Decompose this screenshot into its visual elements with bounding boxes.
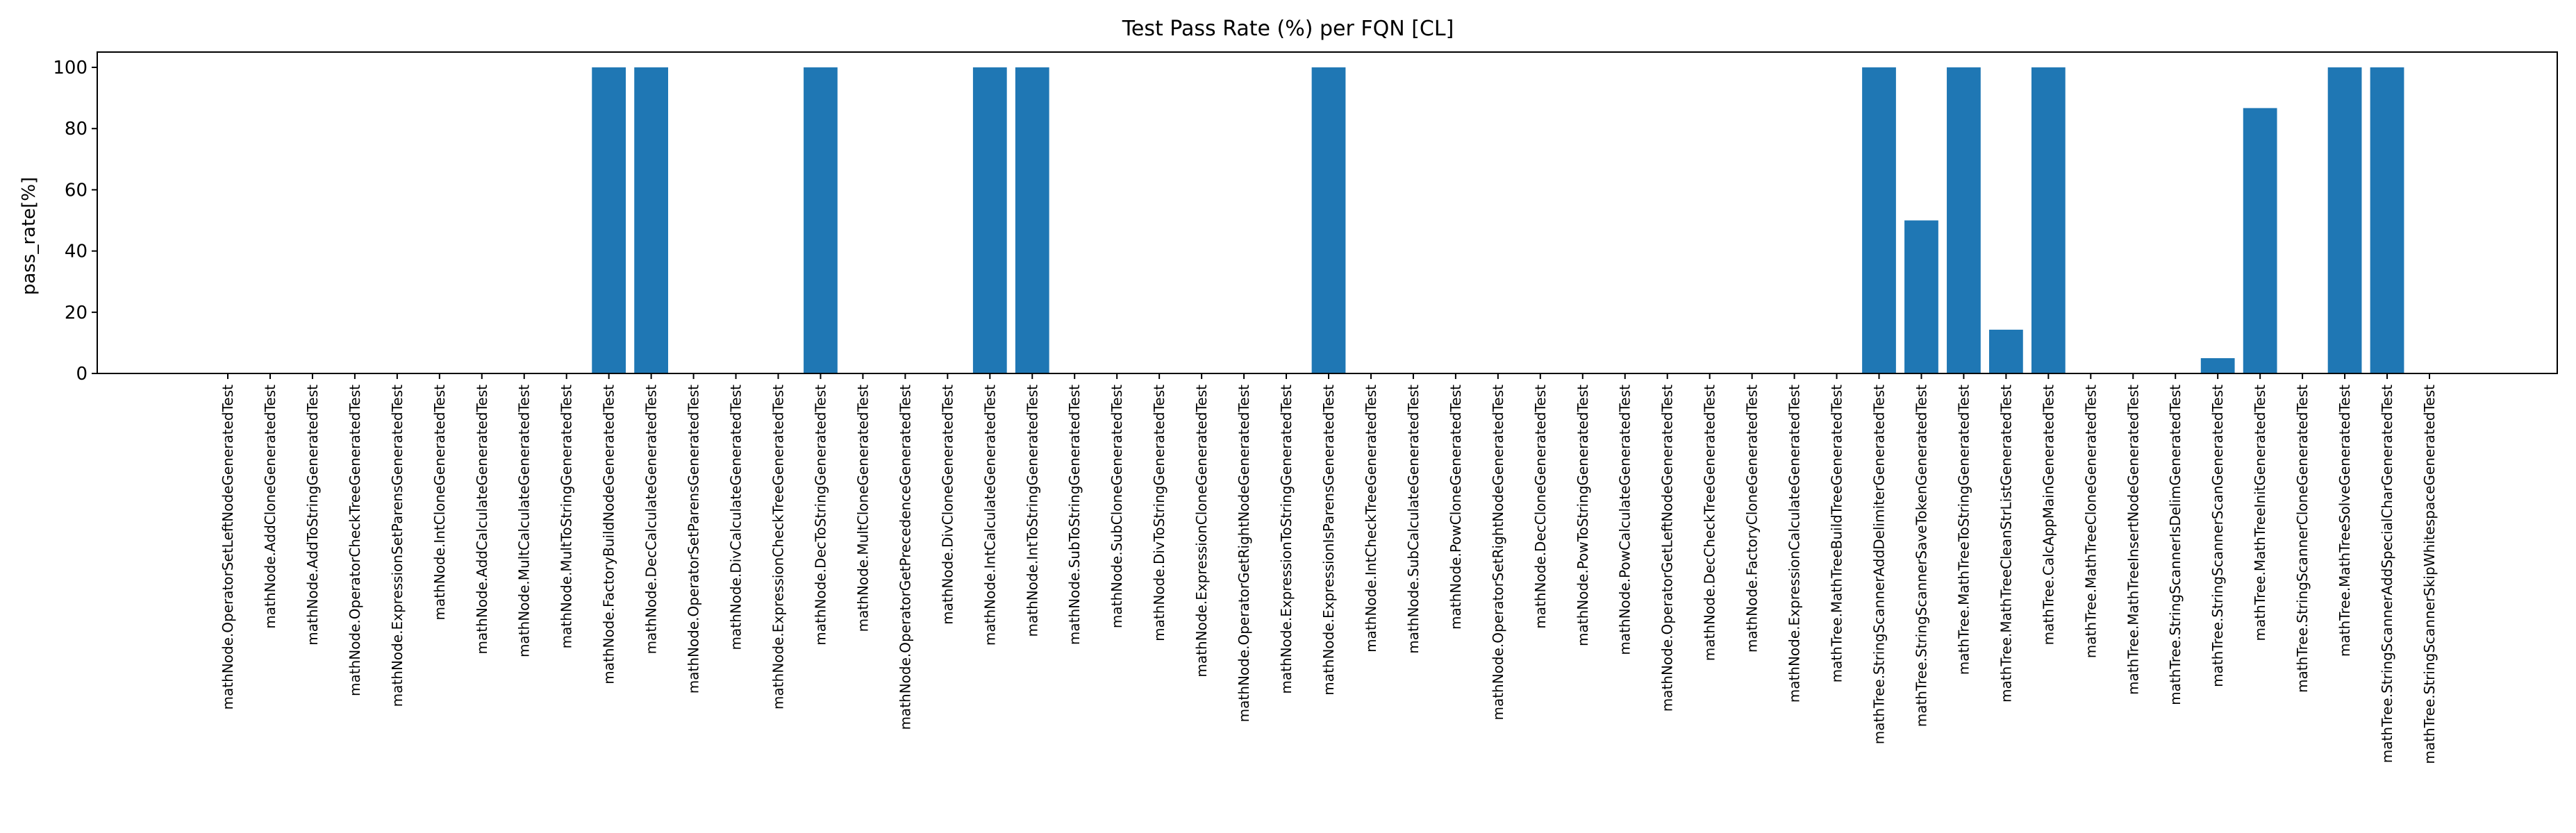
x-tick-label: mathNode.MultCalculateGeneratedTest [516,385,533,657]
bar [634,67,668,374]
bar [2031,67,2066,374]
x-tick-label: mathTree.StringScannerAddSpecialCharGene… [2379,385,2395,763]
bar [1989,329,2023,373]
y-ticks-group: 0 20 40 60 80 100 [53,58,97,385]
bar [972,67,1007,374]
x-tick-label: mathNode.OperatorSetRightNodeGeneratedTe… [1490,385,1506,721]
x-tick-label: mathNode.IntCloneGeneratedTest [431,385,448,621]
x-tick-label: mathNode.ExpressionCheckTreeGeneratedTes… [770,385,787,709]
x-tick-label: mathNode.SubCalculateGeneratedTest [1405,385,1422,654]
x-tick-label: mathTree.MathTreeCleanStrListGeneratedTe… [1997,385,2014,702]
x-tick-label: mathTree.MathTreeToStringGeneratedTest [1955,385,1972,675]
bar [1862,67,1896,374]
bars-group [592,67,2404,374]
bar [1015,67,1049,374]
x-tick-label: mathTree.MathTreeCloneGeneratedTest [2082,385,2099,658]
x-tick-label: mathNode.ExpressionToStringGeneratedTest [1278,385,1295,694]
bar [804,67,838,374]
x-tick-label: mathTree.StringScannerSaveTokenGenerated… [1913,385,1929,727]
x-tick-label: mathNode.IntCheckTreeGeneratedTest [1363,385,1379,653]
x-tick-label: mathNode.OperatorGetRightNodeGeneratedTe… [1236,385,1252,722]
x-tick-label: mathTree.StringScannerCloneGeneratedTest [2294,385,2311,693]
chart-title: Test Pass Rate (%) per FQN [CL] [1122,17,1454,41]
x-tick-label: mathTree.StringScannerAddDelimiterGenera… [1871,385,1888,744]
x-tick-label: mathNode.DivToStringGeneratedTest [1151,385,1167,641]
x-tick-label: mathNode.PowCloneGeneratedTest [1447,385,1464,630]
x-tick-label: mathNode.OperatorGetLeftNodeGeneratedTes… [1659,385,1676,712]
x-tick-label: mathNode.SubToStringGeneratedTest [1066,385,1083,645]
y-tick-label: 80 [65,119,88,140]
bar [1311,67,1346,374]
x-tick-label: mathNode.SubCloneGeneratedTest [1108,385,1125,628]
x-tick-label: mathNode.OperatorSetLeftNodeGeneratedTes… [219,385,236,710]
bar [2370,67,2404,374]
x-tick-label: mathNode.AddToStringGeneratedTest [304,385,321,646]
x-tick-label: mathNode.OperatorCheckTreeGeneratedTest [347,385,363,696]
x-tick-label: mathNode.ExpressionIsParensGeneratedTest [1320,385,1337,696]
bar [1904,220,1938,373]
bar [2200,357,2235,373]
y-tick-label: 40 [65,242,88,262]
x-tick-label: mathTree.MathTreeSolveGeneratedTest [2336,385,2353,657]
x-tick-label: mathTree.StringScannerSkipWhitespaceGene… [2421,385,2438,764]
y-axis-label-group: pass_rate[%] [19,177,40,295]
plot-frame [97,51,2558,374]
x-tick-label: mathNode.ExpressionCloneGeneratedTest [1193,385,1210,678]
bar [592,67,626,374]
x-tick-label: mathNode.OperatorSetParensGeneratedTest [685,385,702,693]
x-tick-label: mathNode.MultCloneGeneratedTest [854,385,871,632]
x-tick-label: mathNode.DecCloneGeneratedTest [1532,385,1549,629]
x-tick-label: mathTree.CalcAppMainGeneratedTest [2040,385,2056,646]
y-tick-label: 100 [53,58,88,78]
bar [2327,67,2362,374]
x-tick-label: mathNode.DecCalculateGeneratedTest [643,385,660,655]
x-tick-label: mathNode.DecToStringGeneratedTest [812,385,829,646]
x-tick-label: mathTree.MathTreeBuildTreeGeneratedTest [1829,385,1845,683]
x-tick-label: mathNode.AddCloneGeneratedTest [262,385,279,629]
x-tick-label: mathNode.IntToStringGeneratedTest [1024,385,1040,637]
x-tick-label: mathNode.DivCloneGeneratedTest [939,385,956,625]
x-tick-label: mathTree.StringScannerIsDelimGeneratedTe… [2167,385,2184,705]
y-axis-label: pass_rate[%] [19,177,40,295]
x-tick-label: mathTree.MathTreeInitGeneratedTest [2252,385,2268,641]
x-tick-label: mathNode.FactoryCloneGeneratedTest [1744,385,1761,653]
bar [1947,67,1981,374]
x-tick-label: mathNode.AddCalculateGeneratedTest [474,385,490,655]
x-tick-label: mathNode.ExpressionCalculateGeneratedTes… [1786,385,1803,702]
x-tick-label: mathNode.IntCalculateGeneratedTest [981,385,998,646]
x-tick-label: mathNode.PowCalculateGeneratedTest [1617,385,1634,655]
y-tick-label: 0 [76,364,88,385]
x-tick-label: mathNode.OperatorGetPrecedenceGeneratedT… [897,385,913,730]
x-tick-label: mathNode.DecCheckTreeGeneratedTest [1702,385,1718,661]
x-tick-label: mathNode.MultToStringGeneratedTest [558,385,575,649]
x-tick-label: mathTree.MathTreeInsertNodeGeneratedTest [2125,385,2141,695]
bar [2243,108,2277,373]
y-tick-label: 20 [65,303,88,323]
x-tick-label: mathTree.StringScannerScanGeneratedTest [2209,385,2226,687]
y-tick-label: 60 [65,180,88,201]
x-tick-label: mathNode.DivCalculateGeneratedTest [728,385,745,650]
x-tick-label: mathNode.ExpressionSetParensGeneratedTes… [389,385,406,707]
x-ticks-group: mathNode.OperatorSetLeftNodeGeneratedTes… [219,373,2438,764]
x-tick-label: mathNode.FactoryBuildNodeGeneratedTest [601,385,617,684]
x-tick-label: mathNode.PowToStringGeneratedTest [1574,385,1591,646]
